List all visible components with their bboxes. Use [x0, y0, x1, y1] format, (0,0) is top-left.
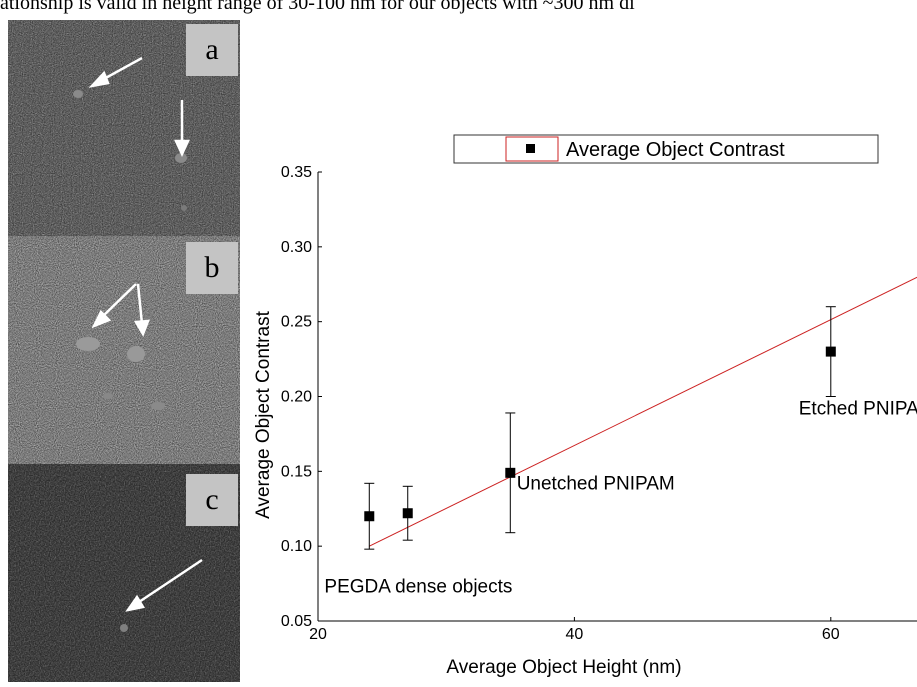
annotation-label: Etched PNIPAM: [799, 398, 917, 419]
axes: 0.05 0.10 0.15 0.20 0.25 0.30 0.35 20 40 60: [281, 164, 917, 643]
x-tick-label: 60: [822, 626, 840, 643]
legend-marker: [526, 144, 535, 153]
y-tick-label: 0.25: [281, 314, 312, 331]
fit-line: [369, 276, 917, 547]
x-axis-label: Average Object Height (nm): [446, 657, 681, 678]
micrograph-panel-c: c: [8, 464, 240, 682]
y-tick-label: 0.35: [281, 164, 312, 181]
panel-label-b: b: [186, 242, 238, 294]
annotation-label: Unetched PNIPAM: [517, 473, 675, 494]
micrograph-panel-b: b: [8, 236, 240, 464]
panel-label-c: c: [186, 474, 238, 526]
caption-line: ationship is valid in height range of 30…: [0, 0, 635, 14]
y-tick-label: 0.10: [281, 538, 312, 555]
micrograph-panel-a: a: [8, 20, 240, 236]
contrast-height-chart: Average Object Contrast 0.05 0.10 0.15 0.20…: [240, 130, 917, 682]
data-point: [825, 346, 836, 357]
plot-area: PEGDA dense objects Unetched PNIPAM Etched…: [324, 276, 917, 598]
y-tick-label: 0.20: [281, 389, 312, 406]
data-point: [402, 508, 413, 519]
annotation-label: PEGDA dense objects: [324, 577, 512, 598]
y-tick-label: 0.05: [281, 613, 312, 630]
chart-svg: Average Object Contrast 0.05 0.10 0.15 0.20…: [253, 134, 917, 678]
data-point: [364, 511, 375, 522]
arrow-icon: [91, 283, 150, 337]
arrow-icon: [125, 558, 203, 612]
y-tick-label: 0.15: [281, 463, 312, 480]
x-tick-label: 20: [309, 626, 327, 643]
data-point: [505, 467, 516, 478]
arrow-icon: [88, 56, 190, 157]
y-tick-label: 0.30: [281, 239, 312, 256]
panel-label-a: a: [186, 24, 238, 76]
legend: Average Object Contrast: [453, 134, 879, 164]
x-tick-label: 40: [566, 626, 584, 643]
micrograph-a-image: [8, 20, 240, 236]
legend-label: Average Object Contrast: [566, 139, 785, 161]
y-axis-label: Average Object Contrast: [253, 310, 274, 518]
